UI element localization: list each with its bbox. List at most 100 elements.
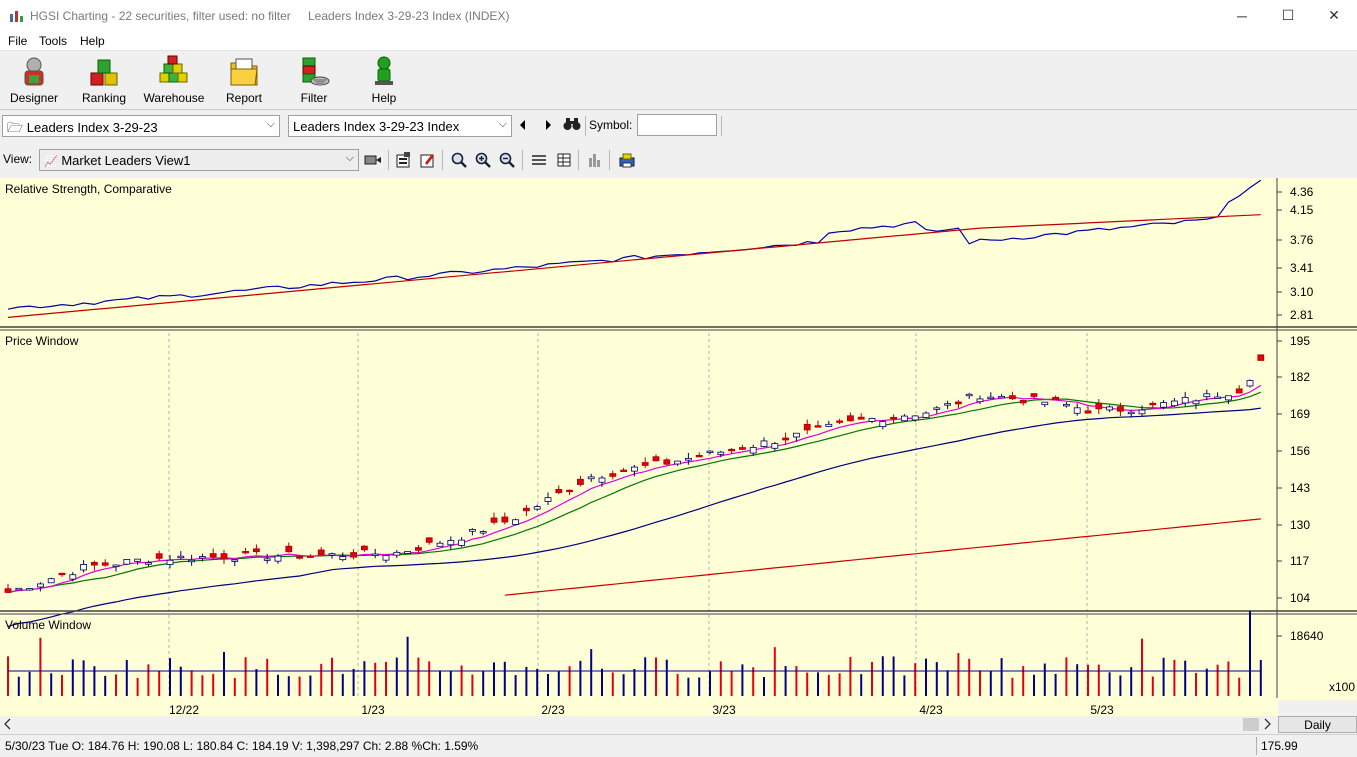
candle-body[interactable] <box>242 551 250 554</box>
candle-body[interactable] <box>306 555 314 558</box>
candle-body[interactable] <box>144 562 152 565</box>
candle-body[interactable] <box>890 416 897 420</box>
candle-body[interactable] <box>1052 396 1059 401</box>
edit-button[interactable] <box>417 150 437 170</box>
candle-body[interactable] <box>868 418 876 422</box>
candle-body[interactable] <box>155 553 163 559</box>
candle-body[interactable] <box>879 421 887 428</box>
horizontal-scrollbar[interactable] <box>14 718 1262 731</box>
candle-body[interactable] <box>717 451 725 455</box>
candle-body[interactable] <box>382 555 390 561</box>
candle-body[interactable] <box>1235 388 1243 394</box>
candle-body[interactable] <box>1149 402 1157 406</box>
candle-body[interactable] <box>706 450 714 454</box>
candle-body[interactable] <box>360 545 368 551</box>
candle-body[interactable] <box>652 456 660 462</box>
filter-button[interactable]: Filter <box>282 55 346 107</box>
menu-file[interactable]: File <box>8 34 28 48</box>
candle-body[interactable] <box>47 578 55 584</box>
candle-body[interactable] <box>112 564 120 567</box>
candle-body[interactable] <box>922 412 930 418</box>
warehouse-button[interactable]: Warehouse <box>142 55 206 107</box>
candle-body[interactable] <box>512 519 519 525</box>
next-security-button[interactable] <box>538 115 558 135</box>
candle-body[interactable] <box>825 423 833 427</box>
candle-body[interactable] <box>274 555 282 562</box>
candle-body[interactable] <box>501 516 509 523</box>
candle-body[interactable] <box>609 473 617 477</box>
candle-body[interactable] <box>1095 403 1103 410</box>
candle-body[interactable] <box>555 488 563 494</box>
candle-body[interactable] <box>188 559 196 563</box>
candle-body[interactable] <box>15 587 23 591</box>
candle-body[interactable] <box>1192 400 1200 405</box>
candle-body[interactable] <box>414 547 422 551</box>
symbol-input[interactable] <box>637 114 717 136</box>
candle-body[interactable] <box>782 437 789 441</box>
candle-body[interactable] <box>436 542 444 547</box>
scroll-left-button[interactable] <box>3 717 13 734</box>
candle-body[interactable] <box>447 540 455 546</box>
candle-body[interactable] <box>1084 410 1092 414</box>
candle-body[interactable] <box>1257 354 1265 361</box>
scrollbar-thumb[interactable] <box>1243 718 1259 731</box>
view-combo[interactable]: 📈 Market Leaders View1 ⌵ <box>39 149 359 171</box>
candle-body[interactable] <box>1041 401 1049 406</box>
candles-button[interactable] <box>529 150 549 170</box>
candle-body[interactable] <box>955 401 962 405</box>
prev-security-button[interactable] <box>513 115 533 135</box>
chart-area[interactable]: Relative Strength, Comparative Price Win… <box>0 178 1357 716</box>
candle-body[interactable] <box>1171 400 1178 407</box>
candle-body[interactable] <box>296 555 304 559</box>
candle-body[interactable] <box>836 420 843 423</box>
candle-body[interactable] <box>771 443 779 449</box>
candle-body[interactable] <box>577 478 584 485</box>
list-combo[interactable]: 🗁 Leaders Index 3-29-23 ⌵ <box>2 115 280 137</box>
period-button[interactable]: Daily <box>1278 716 1357 733</box>
candle-body[interactable] <box>1073 407 1081 414</box>
print-button[interactable] <box>617 150 637 170</box>
candle-body[interactable] <box>739 447 746 450</box>
report-button[interactable]: Report <box>212 55 276 107</box>
candle-body[interactable] <box>285 545 293 553</box>
candle-body[interactable] <box>490 517 498 523</box>
candle-body[interactable] <box>1181 396 1189 404</box>
zoom-button[interactable] <box>449 150 469 170</box>
candle-body[interactable] <box>317 549 325 556</box>
candle-body[interactable] <box>26 588 34 591</box>
candle-body[interactable] <box>1106 406 1113 411</box>
candle-body[interactable] <box>69 574 77 580</box>
candle-body[interactable] <box>663 459 671 465</box>
candle-body[interactable] <box>425 537 433 543</box>
candle-body[interactable] <box>944 403 951 406</box>
candle-body[interactable] <box>1138 409 1146 415</box>
candle-body[interactable] <box>847 415 854 422</box>
candle-body[interactable] <box>1225 395 1232 401</box>
candle-body[interactable] <box>58 572 66 576</box>
candle-body[interactable] <box>620 469 627 472</box>
candle-body[interactable] <box>1117 406 1124 412</box>
designer-button[interactable]: Designer <box>2 55 66 107</box>
candle-body[interactable] <box>80 564 87 571</box>
candle-body[interactable] <box>793 432 800 438</box>
candle-body[interactable] <box>371 553 379 556</box>
close-button[interactable]: ✕ <box>1328 7 1340 23</box>
candle-body[interactable] <box>533 506 541 510</box>
view-settings-button[interactable] <box>363 150 383 170</box>
candle-body[interactable] <box>1019 399 1027 404</box>
candle-body[interactable] <box>598 477 606 483</box>
candle-body[interactable] <box>1203 393 1211 398</box>
scroll-right-button[interactable] <box>1262 717 1272 734</box>
candle-body[interactable] <box>566 489 573 493</box>
candle-body[interactable] <box>1246 380 1254 387</box>
candle-body[interactable] <box>328 553 336 556</box>
candle-body[interactable] <box>631 466 638 472</box>
candle-body[interactable] <box>901 415 908 422</box>
minimize-button[interactable]: ─ <box>1237 7 1247 24</box>
maximize-button[interactable]: ☐ <box>1281 7 1295 23</box>
candle-body[interactable] <box>404 551 412 554</box>
candle-body[interactable] <box>479 531 487 534</box>
candle-body[interactable] <box>987 396 995 400</box>
candle-body[interactable] <box>587 476 595 480</box>
find-button[interactable] <box>562 114 582 134</box>
